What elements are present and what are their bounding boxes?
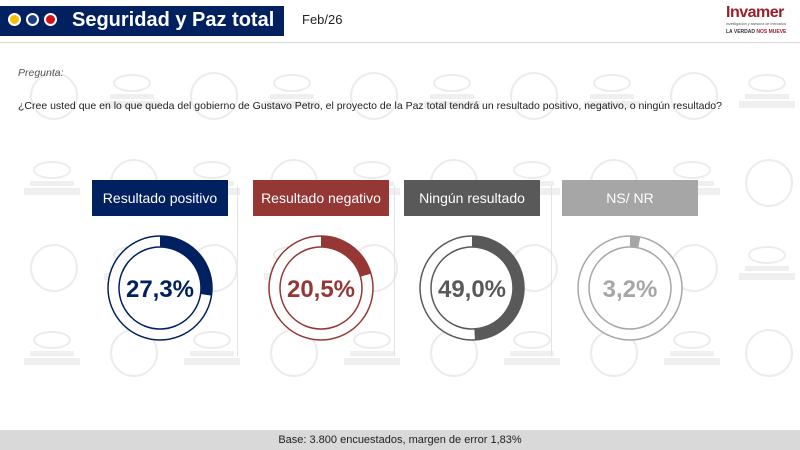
logo-tagline-a: LA VERDAD — [726, 29, 755, 35]
donut-gauge: 49,0% — [419, 235, 525, 341]
gauge-value-arc — [269, 236, 373, 340]
watermark-radio-icon — [30, 72, 78, 120]
watermark-radio-icon — [745, 159, 793, 207]
result-card: Resultado positivo 27,3% — [92, 180, 228, 364]
donut-gauge: 20,5% — [268, 235, 374, 341]
question-text: ¿Cree usted que en lo que queda del gobi… — [18, 100, 722, 112]
yellow-dot-icon — [8, 13, 21, 26]
watermark-radio-icon — [350, 72, 398, 120]
header: Seguridad y Paz total Feb/26 Invamer inv… — [0, 0, 800, 42]
red-dot-icon — [44, 13, 57, 26]
card-separator — [394, 186, 395, 356]
watermark-radio-icon — [30, 244, 78, 292]
blue-dot-icon — [26, 13, 39, 26]
watermark-tv-icon — [737, 246, 797, 280]
watermark-tv-icon — [22, 161, 82, 195]
category-label: Resultado negativo — [253, 180, 389, 216]
category-label: NS/ NR — [562, 180, 698, 216]
logo-subtitle: investigación y asesoría de mercados — [726, 22, 787, 26]
watermark-radio-icon — [190, 72, 238, 120]
category-label: Resultado positivo — [92, 180, 228, 216]
value-label: 20,5% — [287, 276, 355, 303]
category-label: Ningún resultado — [404, 180, 540, 216]
title-bar: Seguridad y Paz total — [0, 6, 284, 36]
donut-gauge: 3,2% — [577, 235, 683, 341]
logo-tagline: LA VERDAD NOS MUEVE — [726, 29, 786, 35]
donut-gauge: 27,3% — [107, 235, 213, 341]
watermark-radio-icon — [670, 72, 718, 120]
watermark-radio-icon — [745, 329, 793, 377]
page-title: Seguridad y Paz total — [72, 9, 275, 31]
footer-base-note: Base: 3.800 encuestados, margen de error… — [0, 430, 800, 450]
gauge-value-arc — [420, 236, 524, 340]
watermark-radio-icon — [510, 72, 558, 120]
watermark-tv-icon — [737, 74, 797, 108]
value-label: 49,0% — [438, 276, 506, 303]
result-card: NS/ NR 3,2% — [562, 180, 698, 364]
logo-name: Invamer — [726, 4, 784, 21]
header-divider — [0, 42, 800, 43]
title-dots — [8, 13, 57, 26]
value-label: 27,3% — [126, 276, 194, 303]
result-card: Resultado negativo 20,5% — [253, 180, 389, 364]
value-label: 3,2% — [603, 276, 658, 303]
result-card: Ningún resultado 49,0% — [404, 180, 540, 364]
gauge-value-arc — [108, 236, 212, 340]
survey-date: Feb/26 — [302, 12, 343, 27]
card-separator — [237, 186, 238, 356]
card-separator — [551, 186, 552, 356]
invamer-logo: Invamer investigación y asesoría de merc… — [724, 4, 794, 38]
watermark-tv-icon — [22, 331, 82, 365]
question-label: Pregunta: — [18, 67, 64, 79]
logo-tagline-b: NOS MUEVE — [756, 29, 787, 35]
gauge-value-arc — [578, 236, 682, 340]
footer-text: Base: 3.800 encuestados, margen de error… — [278, 434, 522, 446]
